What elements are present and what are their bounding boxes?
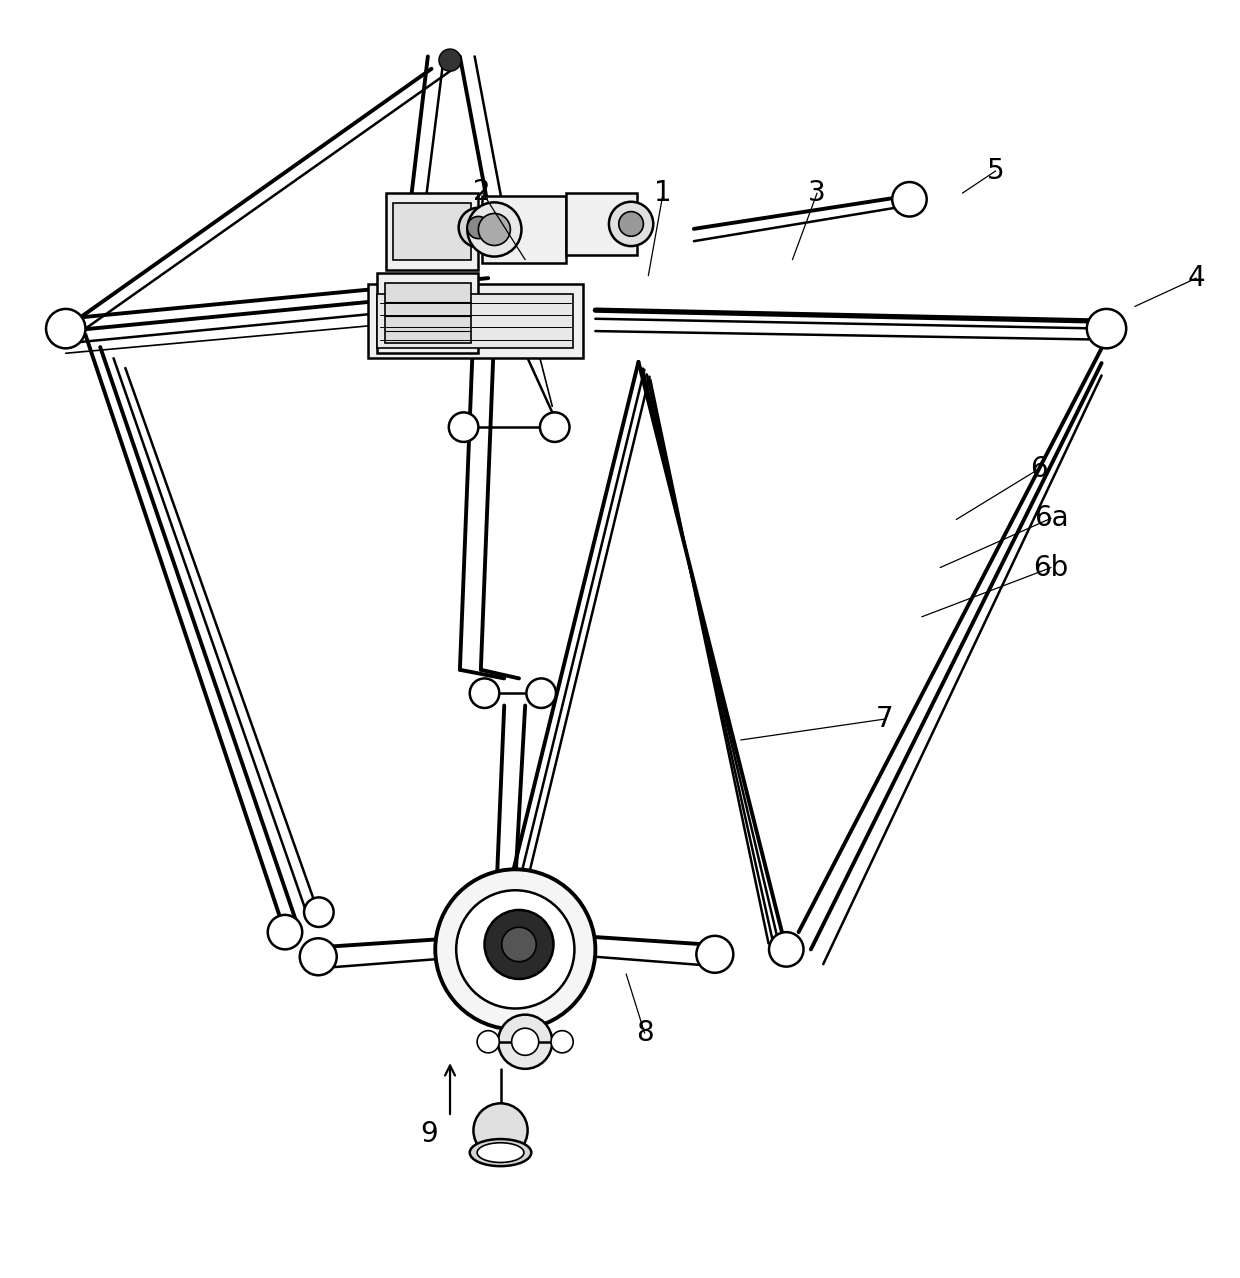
Ellipse shape [477, 1143, 525, 1163]
Text: 2: 2 [474, 178, 491, 206]
Circle shape [467, 216, 490, 239]
Circle shape [300, 938, 337, 975]
Text: 7: 7 [875, 705, 894, 734]
FancyBboxPatch shape [377, 273, 479, 353]
FancyBboxPatch shape [565, 193, 637, 254]
Circle shape [435, 869, 595, 1030]
Circle shape [551, 1030, 573, 1053]
Text: 6a: 6a [1034, 505, 1069, 533]
FancyBboxPatch shape [386, 193, 479, 270]
Text: 6: 6 [1030, 455, 1048, 483]
Ellipse shape [470, 1139, 531, 1166]
Circle shape [485, 910, 553, 979]
FancyBboxPatch shape [377, 294, 573, 349]
Circle shape [474, 1103, 528, 1158]
Circle shape [46, 309, 86, 349]
Circle shape [477, 1030, 500, 1053]
Circle shape [467, 202, 522, 257]
Circle shape [539, 413, 569, 442]
Text: 8: 8 [636, 1019, 653, 1047]
Text: 3: 3 [808, 179, 826, 207]
Circle shape [459, 208, 498, 247]
Circle shape [479, 213, 511, 245]
Circle shape [512, 1029, 538, 1056]
Text: 5: 5 [987, 157, 1004, 185]
Circle shape [439, 49, 461, 72]
Circle shape [470, 679, 500, 708]
FancyBboxPatch shape [393, 203, 471, 259]
Circle shape [304, 897, 334, 927]
FancyBboxPatch shape [384, 282, 471, 344]
FancyBboxPatch shape [482, 196, 565, 263]
Circle shape [502, 928, 536, 962]
Circle shape [769, 932, 804, 966]
Circle shape [527, 679, 556, 708]
Circle shape [268, 915, 303, 950]
Text: 4: 4 [1188, 265, 1205, 293]
FancyBboxPatch shape [367, 284, 583, 358]
Circle shape [449, 413, 479, 442]
Circle shape [619, 212, 644, 236]
Circle shape [609, 202, 653, 247]
Text: 9: 9 [420, 1120, 438, 1148]
Circle shape [498, 1015, 552, 1068]
Text: 1: 1 [655, 179, 672, 207]
Circle shape [1086, 309, 1126, 349]
Circle shape [893, 181, 926, 216]
Text: 6b: 6b [1033, 553, 1069, 581]
Circle shape [456, 891, 574, 1008]
Circle shape [697, 935, 733, 973]
